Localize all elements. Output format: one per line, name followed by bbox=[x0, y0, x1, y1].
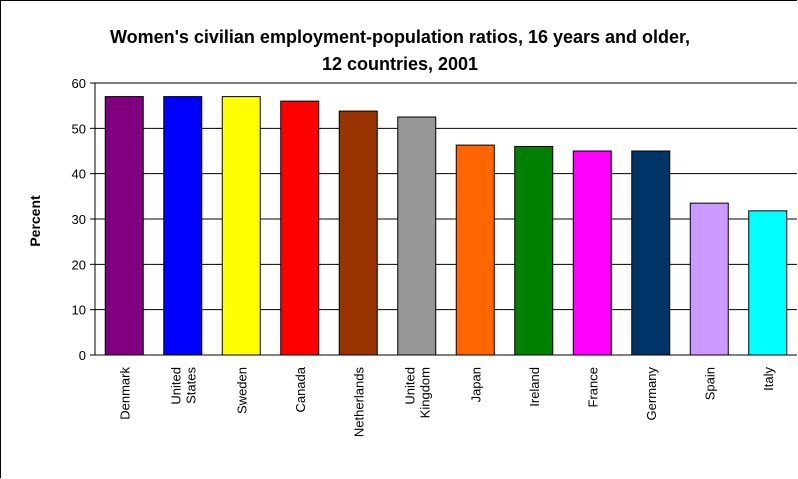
x-tick-label: Canada bbox=[293, 366, 308, 412]
x-tick-label: Sweden bbox=[234, 367, 249, 414]
bar-sweden bbox=[221, 96, 261, 356]
x-tick-label: Italy bbox=[761, 367, 776, 391]
x-tick-label: Denmark bbox=[117, 367, 132, 420]
x-tick-label: Ireland bbox=[527, 367, 542, 407]
bar-france bbox=[572, 150, 612, 356]
x-tick-label: Netherlands bbox=[351, 367, 366, 438]
x-tick-label: France bbox=[585, 367, 600, 407]
y-tick-label: 0 bbox=[79, 348, 86, 363]
x-tick-label: UnitedStates bbox=[168, 367, 198, 405]
y-tick-label: 60 bbox=[72, 76, 86, 91]
bar-united-kingdom bbox=[397, 116, 437, 356]
y-tick-label: 30 bbox=[72, 212, 86, 227]
bar-japan bbox=[455, 144, 495, 356]
bar-germany bbox=[631, 150, 671, 356]
bars bbox=[104, 96, 788, 356]
y-tick-label: 50 bbox=[72, 121, 86, 136]
y-tick-label: 20 bbox=[72, 257, 86, 272]
bar-italy bbox=[748, 210, 788, 356]
bar-netherlands bbox=[338, 110, 378, 356]
chart-title-line-1: Women's civilian employment-population r… bbox=[109, 27, 691, 47]
y-tick-label: 10 bbox=[72, 303, 86, 318]
gridlines bbox=[95, 82, 797, 311]
chart-title-line-2: 12 countries, 2001 bbox=[321, 54, 479, 74]
bar-canada bbox=[280, 100, 320, 356]
chart-title: Women's civilian employment-population r… bbox=[20, 24, 780, 78]
bar-spain bbox=[689, 202, 729, 356]
x-tick-label: Spain bbox=[702, 367, 717, 400]
x-tick-label: Germany bbox=[644, 367, 659, 421]
bar-ireland bbox=[514, 145, 554, 356]
y-axis: 0 10 20 30 40 50 60 bbox=[72, 76, 797, 363]
y-tick-label: 40 bbox=[72, 167, 86, 182]
x-tick-label: UnitedKingdom bbox=[402, 367, 432, 418]
bar-denmark bbox=[104, 96, 144, 356]
y-axis-label: Percent bbox=[27, 195, 43, 247]
bar-united-states bbox=[163, 96, 203, 356]
x-tick-labels: Denmark UnitedStates Sweden Canada Netherlan… bbox=[117, 366, 776, 437]
x-tick-label: Japan bbox=[468, 367, 483, 402]
